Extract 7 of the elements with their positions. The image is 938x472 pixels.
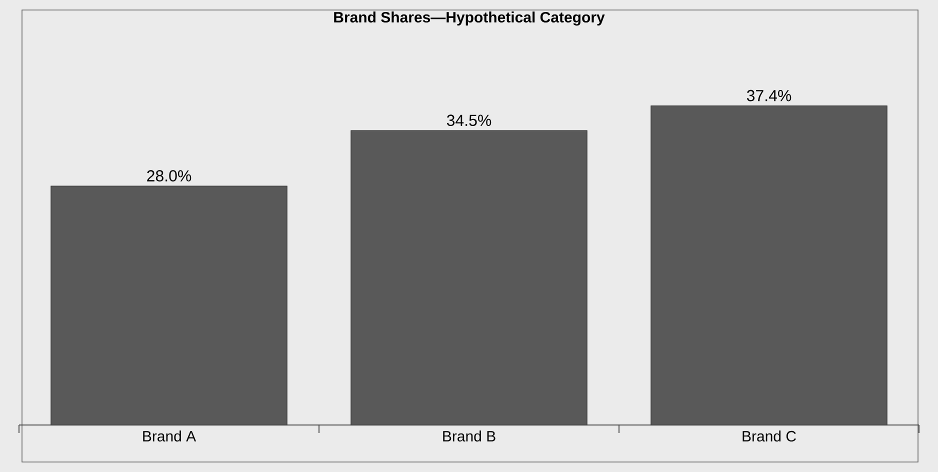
x-tick-label: Brand A [143,430,196,442]
x-tick-label: Brand B [443,430,496,442]
data-label: 37.4% [746,90,792,102]
data-label: 34.5% [446,114,492,126]
chart-title: Brand Shares—Hypothetical Category [334,12,605,26]
data-label: 28.0% [147,170,192,182]
x-tick-label: Brand C [742,430,796,442]
